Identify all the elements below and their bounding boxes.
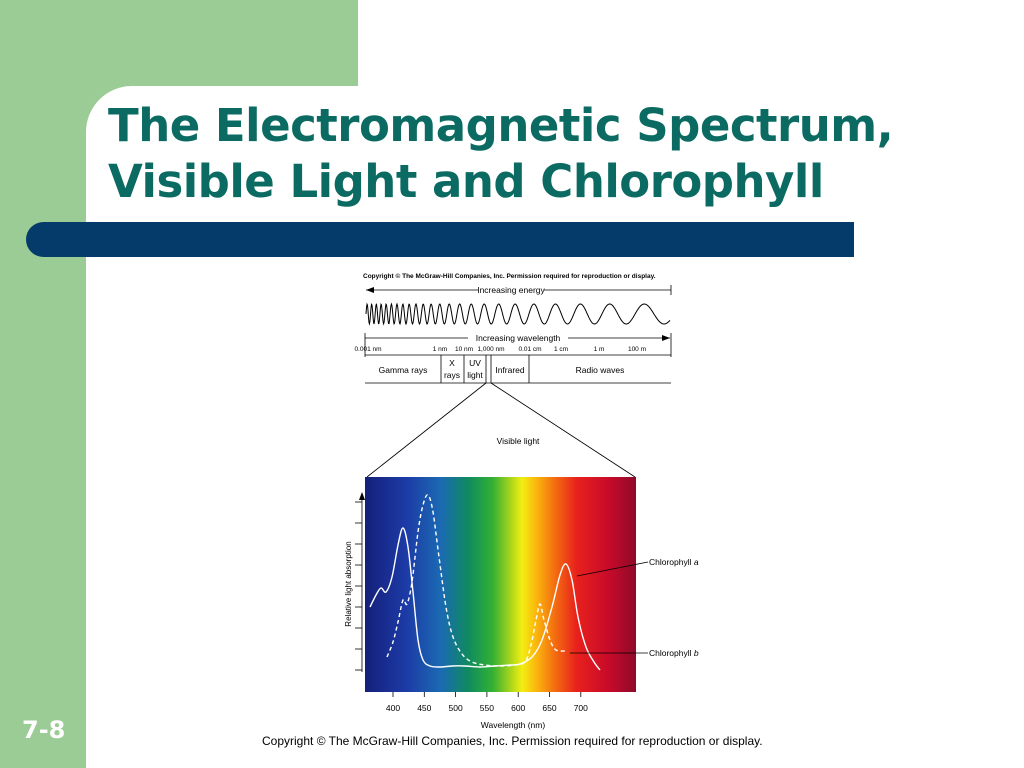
chlorophyll-b-label: Chlorophyll b [649, 648, 699, 658]
x-axis-tick-label: 650 [542, 703, 556, 713]
scale-tick-label: 1 m [594, 346, 605, 353]
chlorophyll-a-label: Chlorophyll a [649, 557, 699, 567]
slide-title-line-1: The Electromagnetic Spectrum, [108, 99, 894, 152]
increasing-energy-label: Increasing energy [477, 285, 545, 295]
chlorophyll-a-curve [369, 527, 601, 671]
slide-number: 7-8 [22, 716, 66, 744]
wavelength-scale: 0.001 nm 1 nm 10 nm 1,000 nm 0.01 cm 1 c… [354, 333, 672, 357]
x-axis-tick-label: 400 [386, 703, 400, 713]
scale-tick-label: 1 cm [554, 346, 568, 353]
region-gamma-rays: Gamma rays [379, 365, 428, 375]
increasing-wavelength-arrow: Increasing wavelength [364, 333, 670, 357]
visible-light-label: Visible light [497, 436, 540, 446]
slide-footer-copyright: Copyright © The McGraw-Hill Companies, I… [262, 734, 763, 748]
chlorophyll-a-leader [576, 561, 649, 577]
wavelength-wave [365, 302, 671, 326]
visible-zoom-lines [366, 382, 636, 478]
visible-spectrum-band [365, 477, 636, 692]
y-axis [355, 492, 365, 672]
region-radio-waves: Radio waves [576, 365, 625, 375]
figure-copyright: Copyright © The McGraw-Hill Companies, I… [363, 272, 656, 280]
spectrum-region-table: Gamma rays X rays UV light Infrared Radi… [365, 355, 671, 384]
y-axis-label: Relative light absorption [344, 541, 353, 626]
title-underline-bar [26, 222, 854, 257]
scale-tick-label: 100 m [628, 346, 646, 353]
x-axis-tick-label: 600 [511, 703, 525, 713]
scale-tick-label: 1,000 nm [477, 346, 504, 353]
region-uv-line2: light [467, 370, 483, 380]
region-x-rays-line1: X [449, 358, 455, 368]
scale-tick-label: 1 nm [433, 346, 447, 353]
region-x-rays-line2: rays [444, 370, 460, 380]
x-axis-label: Wavelength (nm) [481, 720, 546, 730]
scale-tick-label: 10 nm [455, 346, 473, 353]
slide-title: The Electromagnetic Spectrum, Visible Li… [108, 98, 988, 210]
increasing-energy-arrow: Increasing energy [366, 285, 672, 295]
x-axis-tick-label: 550 [480, 703, 494, 713]
region-infrared: Infrared [495, 365, 525, 375]
scale-tick-label: 0.01 cm [518, 346, 541, 353]
x-axis-tick-label: 500 [449, 703, 463, 713]
x-axis-tick-label: 700 [574, 703, 588, 713]
em-spectrum-figure: Copyright © The McGraw-Hill Companies, I… [344, 272, 699, 730]
chlorophyll-b-curve [386, 494, 567, 667]
x-axis-tick-label: 450 [417, 703, 431, 713]
slide-title-line-2: Visible Light and Chlorophyll [108, 155, 824, 208]
increasing-wavelength-label: Increasing wavelength [476, 333, 561, 343]
x-axis-ticks: 400 450 500 550 600 650 700 [386, 692, 588, 713]
scale-tick-label: 0.001 nm [354, 346, 381, 353]
region-uv-line1: UV [469, 358, 481, 368]
